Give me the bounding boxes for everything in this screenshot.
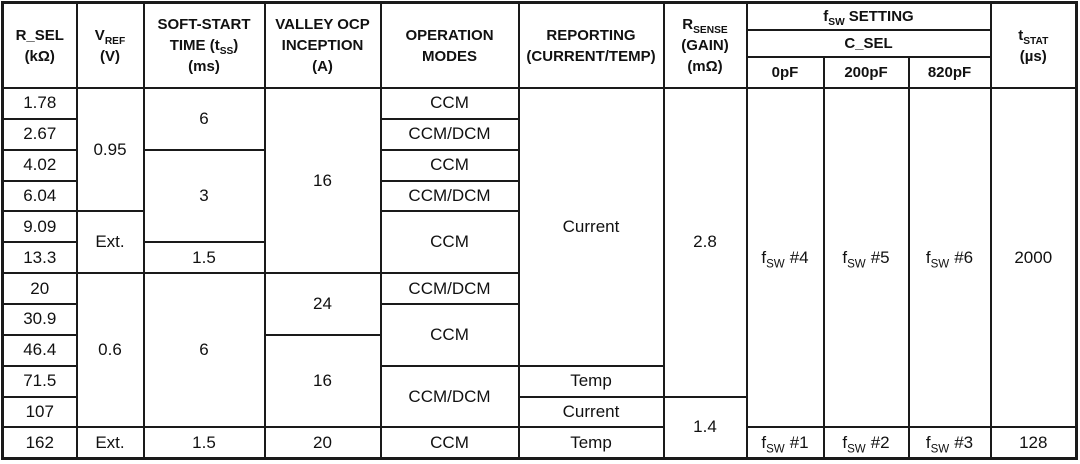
r-sel-unit: (kΩ) bbox=[24, 47, 55, 65]
cell-r-sel: 71.5 bbox=[1, 364, 78, 398]
cell-fsw-200pf: fSW #2 bbox=[822, 426, 910, 460]
v-ref-label: VREF bbox=[94, 26, 126, 47]
table-row: 107 Current 1.4 bbox=[1, 395, 1077, 460]
cell-operation-mode: CCM/DCM bbox=[379, 179, 520, 213]
soft-start-unit: (ms) bbox=[188, 58, 220, 75]
reporting-label-line1: REPORTING bbox=[546, 26, 636, 44]
cell-v-ref: 0.95 bbox=[75, 86, 145, 213]
col-header-c-sel: C_SEL bbox=[745, 28, 992, 58]
reporting-label-line2: (CURRENT/TEMP) bbox=[526, 47, 656, 65]
cell-v-ref: Ext. bbox=[75, 210, 145, 275]
cell-valley-ocp: 20 bbox=[263, 426, 382, 460]
header-row-2: C_SEL bbox=[3, 28, 1077, 58]
cell-r-sel: 1.78 bbox=[1, 87, 78, 120]
cell-v-ref: Ext. bbox=[75, 426, 145, 460]
operation-modes-label-line2: MODES bbox=[421, 47, 477, 65]
soft-start-label-line1: SOFT-START bbox=[157, 16, 251, 33]
cell-reporting: Temp bbox=[517, 364, 665, 398]
cell-v-ref: 0.6 bbox=[75, 272, 145, 429]
table-row: 71.5 CCM/DCM Temp bbox=[1, 364, 1077, 429]
soft-start-label-line2: TIME (tSS) bbox=[169, 37, 239, 57]
cell-r-sense: 2.8 bbox=[662, 87, 748, 398]
table-row: 9.09 Ext. CCM bbox=[1, 210, 1077, 275]
table-row: 162 Ext. 1.5 20 CCM Temp fSW #1 fSW #2 fSW… bbox=[1, 426, 1078, 460]
t-stat-label: tSTAT bbox=[1018, 26, 1049, 47]
col-header-c-sel-820pf: 820pF bbox=[907, 55, 992, 90]
cell-operation-mode: CCM bbox=[379, 426, 520, 460]
valley-ocp-label-line2: INCEPTION bbox=[281, 37, 364, 54]
table-row: 46.4 16 bbox=[1, 333, 1077, 429]
cell-soft-start: 3 bbox=[142, 148, 266, 244]
header-row-1: R_SEL (kΩ) VREF (V) SOFT-START TIME (tSS… bbox=[1, 1, 1078, 89]
col-header-v-ref: VREF (V) bbox=[75, 1, 145, 89]
cell-operation-mode: CCM/DCM bbox=[379, 364, 520, 429]
col-header-soft-start-time: SOFT-START TIME (tSS) (ms) bbox=[142, 1, 266, 89]
r-sense-gain-label: (GAIN) bbox=[681, 37, 729, 54]
table-row: 13.3 1.5 bbox=[1, 241, 1077, 275]
cell-operation-mode: CCM bbox=[379, 148, 520, 182]
cell-r-sel: 6.04 bbox=[1, 179, 78, 213]
cell-r-sel: 2.67 bbox=[1, 117, 78, 151]
table-row: 30.9 CCM bbox=[1, 303, 1077, 367]
cell-r-sel: 20 bbox=[1, 272, 78, 306]
table-row: 1.78 0.95 6 16 CCM Current 2.8 fSW #4 fSW… bbox=[1, 86, 1078, 429]
t-stat-unit: (µs) bbox=[1019, 47, 1047, 65]
cell-r-sel: 13.3 bbox=[1, 241, 78, 275]
cell-fsw-0pf: fSW #4 bbox=[745, 86, 825, 429]
cell-operation-mode: CCM/DCM bbox=[379, 272, 520, 306]
col-header-r-sense: RSENSE (GAIN) (mΩ) bbox=[662, 1, 748, 89]
table-row: 20 0.6 6 24 CCM/DCM bbox=[1, 272, 1077, 429]
cell-valley-ocp: 24 bbox=[263, 272, 382, 336]
r-sense-unit: (mΩ) bbox=[687, 58, 723, 75]
table-row: 2.67 CCM/DCM bbox=[1, 117, 1077, 151]
cell-valley-ocp: 16 bbox=[263, 333, 382, 429]
valley-ocp-unit: (A) bbox=[312, 58, 333, 75]
cell-r-sel: 30.9 bbox=[1, 303, 78, 336]
cell-t-stat: 2000 bbox=[989, 86, 1078, 429]
cell-r-sel: 107 bbox=[1, 395, 78, 429]
v-ref-unit: (V) bbox=[100, 47, 120, 65]
cell-operation-mode: CCM/DCM bbox=[379, 117, 520, 151]
operation-modes-label-line1: OPERATION bbox=[405, 26, 494, 44]
cell-reporting: Temp bbox=[517, 426, 665, 460]
cell-r-sel: 9.09 bbox=[1, 210, 78, 244]
cell-t-stat: 128 bbox=[989, 426, 1078, 460]
table-row: 6.04 CCM/DCM bbox=[1, 179, 1077, 213]
header-row-3: 0pF 200pF 820pF bbox=[3, 55, 1077, 90]
col-header-operation-modes: OPERATION MODES bbox=[379, 1, 520, 89]
cell-operation-mode: CCM bbox=[379, 210, 520, 275]
cell-valley-ocp: 16 bbox=[263, 86, 382, 275]
cell-fsw-0pf: fSW #1 bbox=[745, 426, 825, 460]
cell-fsw-200pf: fSW #5 bbox=[822, 86, 910, 429]
cell-fsw-820pf: fSW #6 bbox=[907, 86, 992, 429]
r-sense-label: RSENSE bbox=[682, 16, 728, 36]
col-header-c-sel-0pf: 0pF bbox=[745, 55, 825, 90]
cell-reporting: Current bbox=[517, 395, 665, 429]
col-header-fsw-setting: fSW SETTING bbox=[745, 1, 992, 31]
cell-soft-start: 6 bbox=[142, 87, 266, 151]
cell-soft-start: 1.5 bbox=[142, 426, 266, 460]
cell-fsw-820pf: fSW #3 bbox=[907, 426, 992, 460]
table-row: 4.02 3 CCM bbox=[1, 148, 1077, 244]
cell-r-sel: 162 bbox=[1, 426, 78, 460]
cell-reporting: Current bbox=[517, 87, 665, 367]
cell-operation-mode: CCM bbox=[379, 87, 520, 120]
cell-soft-start: 1.5 bbox=[142, 241, 266, 275]
col-header-r-sel: R_SEL (kΩ) bbox=[1, 1, 78, 89]
cell-r-sense: 1.4 bbox=[662, 395, 748, 460]
valley-ocp-label-line1: VALLEY OCP bbox=[275, 16, 370, 33]
r-sel-label: R_SEL bbox=[15, 26, 64, 44]
cell-r-sel: 46.4 bbox=[1, 333, 78, 367]
col-header-c-sel-200pf: 200pF bbox=[822, 55, 910, 90]
col-header-valley-ocp: VALLEY OCP INCEPTION (A) bbox=[263, 1, 382, 89]
cell-r-sel: 4.02 bbox=[1, 148, 78, 182]
col-header-t-stat: tSTAT (µs) bbox=[989, 1, 1078, 89]
col-header-reporting: REPORTING (CURRENT/TEMP) bbox=[517, 1, 665, 89]
cell-operation-mode: CCM bbox=[379, 303, 520, 367]
cell-soft-start: 6 bbox=[142, 272, 266, 429]
